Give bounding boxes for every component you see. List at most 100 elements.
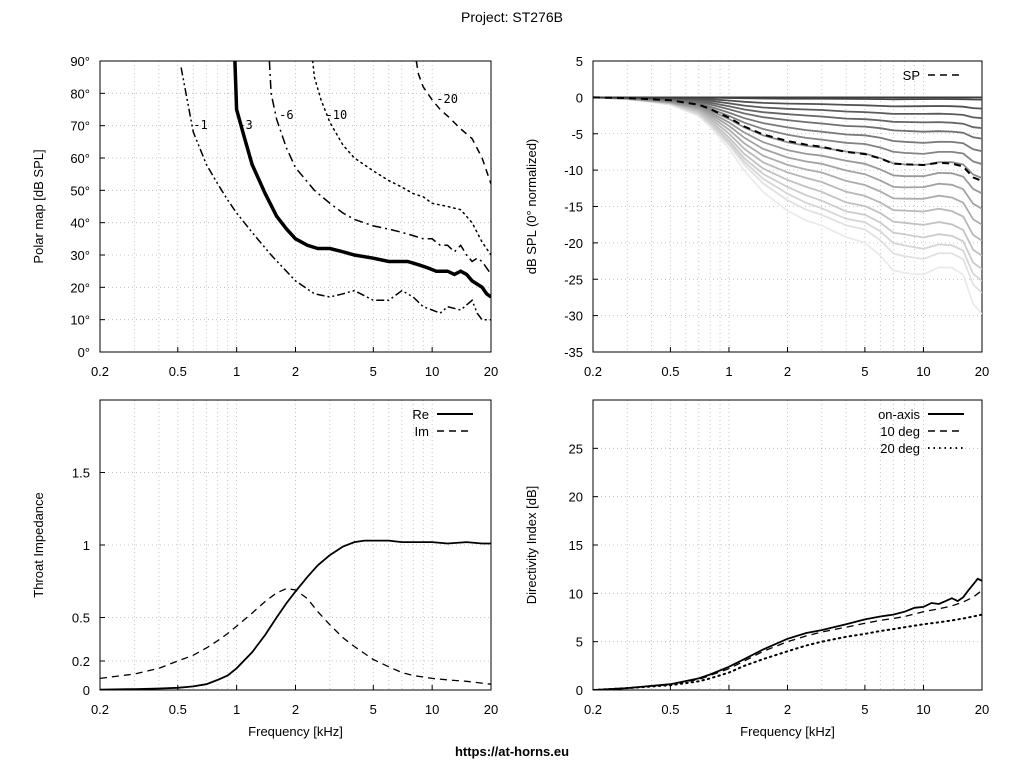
x-tick-label: 2 [784,702,791,717]
x-tick-label: 1 [725,702,732,717]
y-tick-label: -5 [571,127,583,142]
x-tick-label: 0.2 [91,364,109,379]
y-tick-label: 90° [70,54,90,69]
x-tick-label: 5 [370,364,377,379]
y-tick-label: -30 [564,309,583,324]
legend-label: 20 deg [880,441,920,456]
y-tick-label: 80° [70,86,90,101]
contour-label: -10 [326,108,348,122]
x-tick-label: 10 [916,702,930,717]
y-tick-label: 10° [70,313,90,328]
x-tick-label: 10 [425,702,439,717]
legend-label: on-axis [878,407,920,422]
y-tick-label: 70° [70,119,90,134]
x-tick-label: 20 [484,364,498,379]
polar-curve [593,96,982,129]
series--3 [233,61,491,299]
y-axis-label: Directivity Index [dB] [524,486,539,605]
contour-label: -3 [238,118,252,132]
plot-area [100,539,491,690]
series-20-deg [593,613,982,690]
y-tick-label: 0.5 [72,611,90,626]
spl-normalized-panel: 0.2 0.5 1 2 5 10 20 -35 -30 -25 -20 -15 -10 -5 0 5 dB SP… [524,54,989,379]
y-tick-label: 0° [78,345,90,360]
contour-label: -1 [193,118,207,132]
legend-label: 10 deg [880,424,920,439]
plot-frame [592,60,983,353]
x-tick-label: 5 [861,364,868,379]
x-axis-label: Frequency [kHz] [248,724,343,739]
y-tick-label: -10 [564,163,583,178]
x-tick-label: 1 [233,702,240,717]
legend-label: Im [415,424,429,439]
x-tick-label: 0.5 [169,702,187,717]
y-tick-label: 1.5 [72,466,90,481]
series-im [100,587,491,685]
plot-area [180,61,491,321]
polar-curve [593,96,982,315]
y-tick-label: 20° [70,280,90,295]
legend-label: Re [412,407,429,422]
polar-curve [593,96,982,119]
x-tick-label: 1 [233,364,240,379]
polar-curve [593,96,982,140]
x-axis-label: Frequency [kHz] [740,724,835,739]
polar-curve [593,96,982,195]
x-tick-label: 5 [861,702,868,717]
page-title: Project: ST276B [461,9,563,25]
y-tick-label: 0 [83,683,90,698]
footer-url: https://at-horns.eu [455,744,569,759]
contour-label: -20 [436,92,458,106]
y-tick-label: 5 [576,54,583,69]
legend-label: SP [903,68,920,83]
y-axis-label: Throat Impedance [31,492,46,598]
series--1 [180,67,491,321]
series-on-axis [593,577,982,690]
series-re [100,539,491,690]
x-tick-label: 0.5 [169,364,187,379]
y-tick-label: 60° [70,151,90,166]
x-tick-label: 10 [916,364,930,379]
y-tick-label: 5 [576,635,583,650]
y-tick-label: 1 [83,538,90,553]
x-tick-label: 20 [975,702,989,717]
y-tick-label: -20 [564,236,583,251]
y-tick-label: 0 [576,90,583,105]
polar-curve [593,96,982,226]
y-axis-label: dB SPL (0° normalized) [524,139,539,275]
y-tick-label: 20 [569,490,583,505]
series--6 [268,61,491,275]
x-tick-label: 5 [370,702,377,717]
polar-map-panel: 0.2 0.5 1 2 5 10 20 0° 10° 20° 30° 40° 50° 60° 70° 80° 9… [31,54,498,379]
y-tick-label: 0.2 [72,654,90,669]
contour-label: -6 [279,108,293,122]
series-sp [593,96,982,182]
polar-curve [593,96,982,242]
plot-area [593,96,982,315]
polar-curve [593,96,982,282]
x-tick-label: 20 [975,364,989,379]
x-tick-label: 2 [292,364,299,379]
polar-curve [593,96,982,270]
y-axis-label: Polar map [dB SPL] [31,149,46,263]
polar-curve [593,96,982,210]
series--20 [415,61,491,185]
y-tick-label: -35 [564,345,583,360]
y-tick-label: 25 [569,441,583,456]
y-tick-label: -15 [564,200,583,215]
x-tick-label: 1 [725,364,732,379]
y-tick-label: 50° [70,183,90,198]
x-tick-label: 10 [425,364,439,379]
x-tick-label: 0.2 [584,702,602,717]
series--10 [311,61,491,256]
y-tick-label: 40° [70,216,90,231]
y-tick-label: -25 [564,272,583,287]
x-tick-label: 0.2 [584,364,602,379]
series-10-deg [593,589,982,690]
x-tick-label: 2 [292,702,299,717]
y-tick-label: 15 [569,538,583,553]
y-tick-label: 0 [576,683,583,698]
x-tick-label: 0.5 [661,702,679,717]
